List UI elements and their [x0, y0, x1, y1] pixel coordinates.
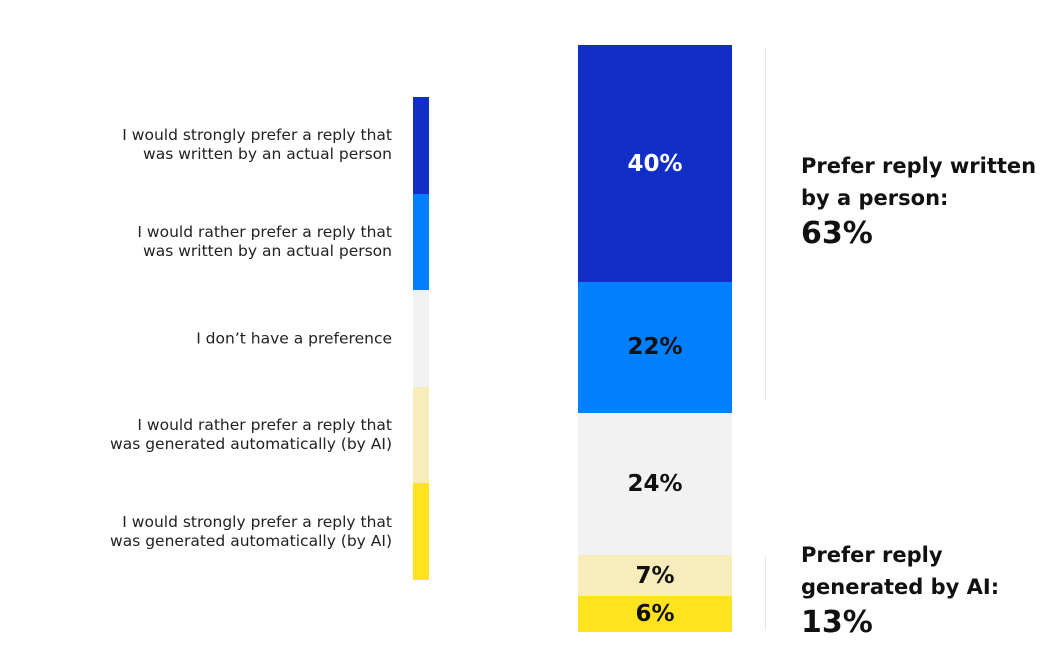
data-label: 7% — [635, 562, 675, 589]
legend-label: I would rather prefer a reply that was g… — [110, 416, 392, 454]
summary-person: Prefer reply written by a person: 63% — [801, 150, 1036, 252]
legend-swatch — [413, 386, 429, 484]
legend-swatch — [413, 483, 429, 580]
data-label: 22% — [627, 334, 683, 361]
legend-label: I would rather prefer a reply that was w… — [137, 222, 392, 260]
data-label: 6% — [635, 601, 675, 628]
bar-segment: 7% — [578, 554, 732, 597]
data-label: 24% — [627, 470, 683, 497]
divider-ai — [765, 556, 766, 630]
legend-label: I would strongly prefer a reply that was… — [110, 512, 392, 550]
legend-swatch — [413, 290, 429, 387]
summary-ai-value: 13% — [801, 605, 873, 640]
summary-person-label: Prefer reply written by a person: — [801, 154, 1037, 210]
legend-label: I would strongly prefer a reply that was… — [122, 126, 392, 164]
bar-segment: 22% — [578, 282, 732, 413]
bar-segment: 24% — [578, 412, 732, 555]
summary-ai-label: Prefer reply generated by AI: — [801, 543, 1000, 599]
bar-segment: 6% — [578, 596, 732, 632]
summary-ai: Prefer reply generated by AI: 13% — [801, 539, 999, 641]
summary-person-value: 63% — [801, 216, 873, 251]
bar-segment: 40% — [578, 45, 732, 283]
data-label: 40% — [627, 150, 683, 177]
legend-label: I don’t have a preference — [196, 329, 392, 347]
divider-person — [765, 48, 766, 400]
legend-swatch — [413, 193, 429, 291]
legend-swatch — [413, 97, 429, 194]
